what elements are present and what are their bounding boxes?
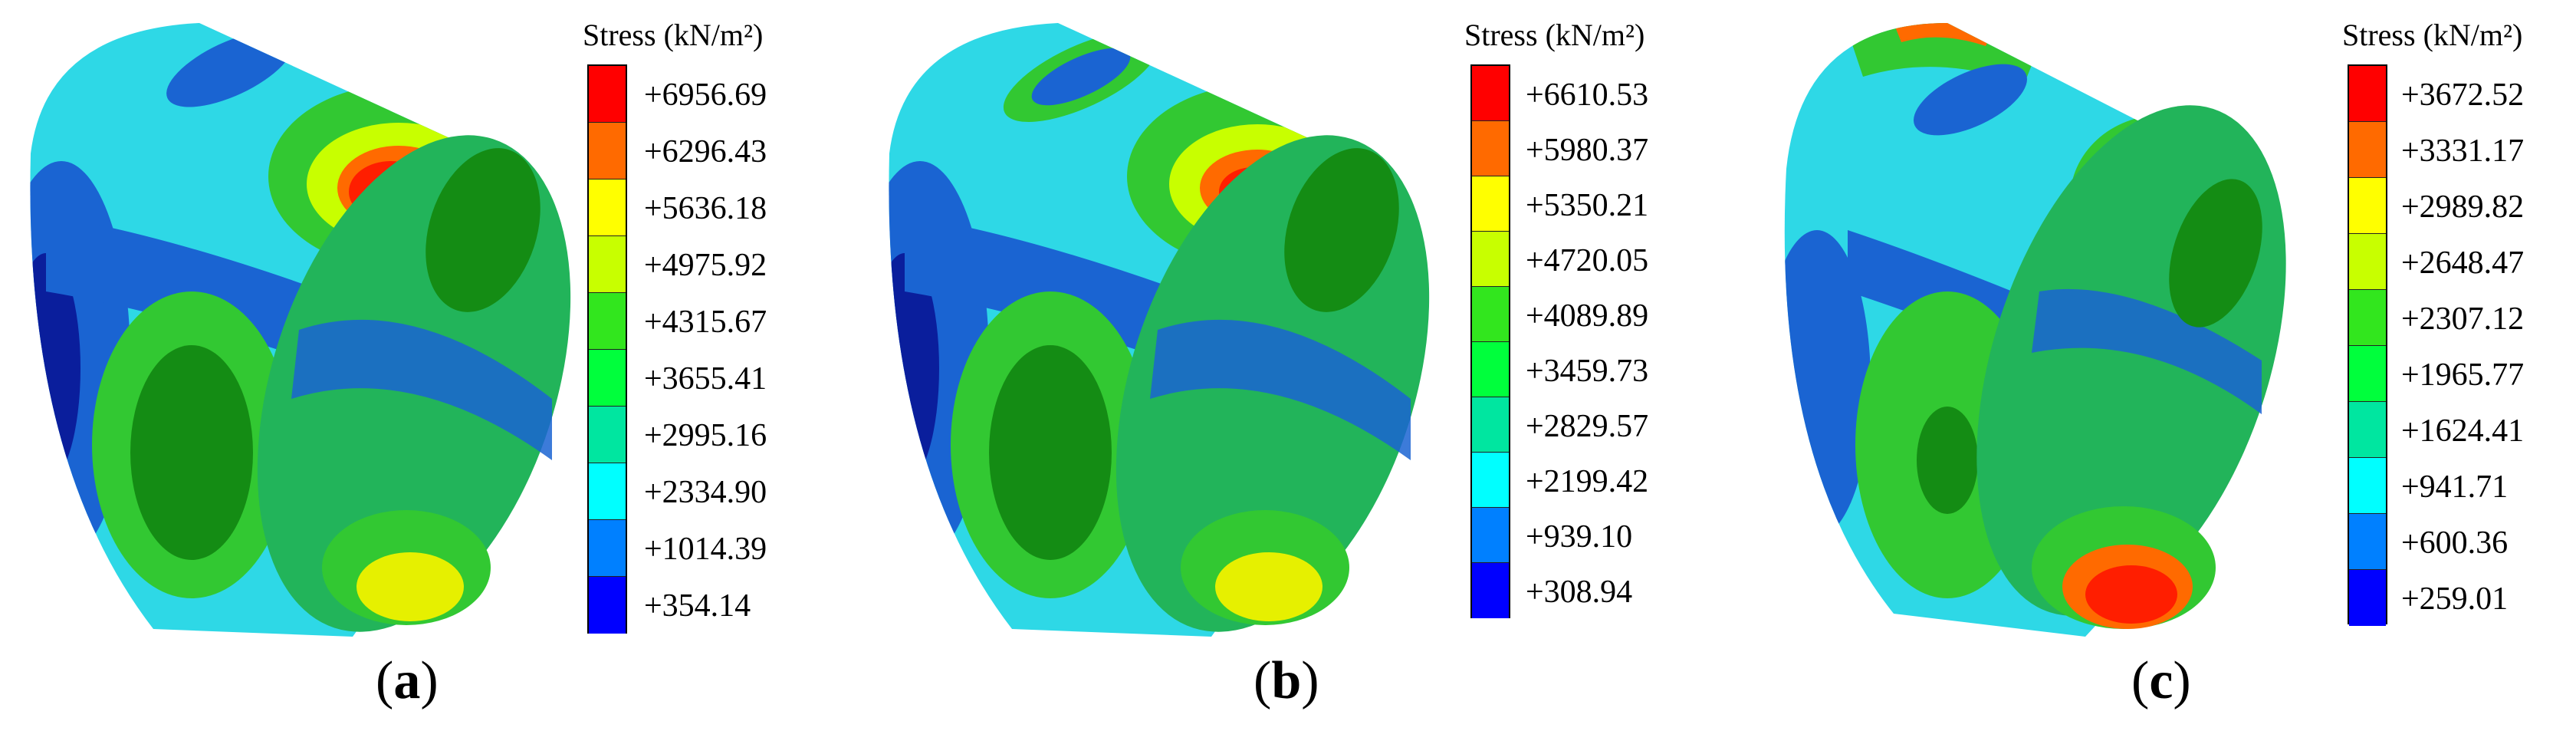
panel-a: Stress (kN/m²) +6956.69 +6296.43 +5636.1… [0, 0, 859, 731]
legend-swatch [1472, 563, 1509, 618]
caption-close: ) [420, 651, 439, 710]
caption-letter: c [2149, 651, 2174, 710]
legend-value: +354.14 [644, 588, 751, 624]
caption-letter: b [1271, 651, 1302, 710]
legend-title: Stress (kN/m²) [583, 18, 764, 52]
legend-swatch [1472, 287, 1509, 342]
legend-value: +4975.92 [644, 248, 767, 283]
panel-caption: (b) [1254, 650, 1319, 712]
legend-value: +941.71 [2401, 469, 2509, 505]
legend-value: +2989.82 [2401, 189, 2525, 225]
legend-value: +2334.90 [644, 475, 767, 510]
legend-value: +4089.89 [1526, 298, 1649, 334]
legend-swatch [589, 463, 626, 520]
legend-swatch [589, 350, 626, 407]
color-legend-bar [1470, 64, 1510, 618]
legend-swatch [589, 577, 626, 634]
legend-swatch [2349, 122, 2386, 178]
panel-c: Stress (kN/m²) +3672.52 +3331.17 +2989.8… [1717, 0, 2576, 731]
legend-value: +259.01 [2401, 581, 2509, 617]
legend-value: +1014.39 [644, 532, 767, 567]
cylinder-stress-plot [889, 23, 1430, 637]
legend-value: +5350.21 [1526, 188, 1649, 223]
legend-value: +600.36 [2401, 525, 2509, 561]
legend-value: +4315.67 [644, 305, 767, 340]
cylinder-stress-plot [1784, 23, 2286, 637]
legend-swatch [1472, 232, 1509, 287]
legend-value: +2307.12 [2401, 301, 2525, 337]
legend-value: +2995.16 [644, 418, 767, 453]
legend-swatch [589, 236, 626, 293]
legend-swatch [1472, 121, 1509, 176]
legend-value: +6296.43 [644, 134, 767, 170]
legend-value: +4720.05 [1526, 243, 1649, 278]
legend-swatch [589, 179, 626, 236]
legend-value: +3672.52 [2401, 77, 2525, 113]
legend-swatch [2349, 570, 2386, 626]
caption-close: ) [2173, 651, 2191, 710]
legend-swatch [589, 123, 626, 179]
legend-value: +2199.42 [1526, 464, 1649, 499]
legend-swatch [1472, 453, 1509, 508]
legend-value: +1965.77 [2401, 357, 2525, 393]
legend-swatch [2349, 178, 2386, 234]
legend-title: Stress (kN/m²) [2342, 18, 2523, 52]
color-legend-bar [2348, 64, 2387, 626]
panel-b: Stress (kN/m²) +6610.53 +5980.37 +5350.2… [859, 0, 1717, 731]
legend-swatch [1472, 508, 1509, 563]
color-legend-bar [587, 64, 627, 634]
legend-value: +2829.57 [1526, 409, 1649, 444]
legend-swatch [2349, 458, 2386, 514]
legend-value: +5980.37 [1526, 133, 1649, 168]
legend-value: +2648.47 [2401, 245, 2525, 281]
legend-swatch [2349, 66, 2386, 122]
legend-value: +3655.41 [644, 361, 767, 397]
legend-value: +6956.69 [644, 77, 767, 113]
legend-swatch [2349, 290, 2386, 346]
legend-swatch [589, 293, 626, 350]
legend-value: +3331.17 [2401, 133, 2525, 169]
caption-close: ) [1301, 651, 1319, 710]
legend-swatch [1472, 176, 1509, 232]
legend-swatch [589, 66, 626, 123]
legend-value: +6610.53 [1526, 77, 1649, 113]
caption-open: ( [2131, 651, 2150, 710]
caption-letter: a [393, 651, 421, 710]
caption-open: ( [376, 651, 394, 710]
legend-swatch [2349, 514, 2386, 570]
cylinder-stress-plot [30, 23, 571, 637]
legend-title: Stress (kN/m²) [1464, 18, 1645, 52]
legend-swatch [589, 407, 626, 463]
legend-swatch [1472, 397, 1509, 453]
legend-swatch [2349, 234, 2386, 290]
legend-swatch [589, 520, 626, 577]
legend-value: +3459.73 [1526, 354, 1649, 389]
panel-caption: (c) [2131, 650, 2191, 712]
panel-caption: (a) [376, 650, 439, 712]
legend-swatch [2349, 402, 2386, 458]
caption-open: ( [1254, 651, 1272, 710]
legend-value: +939.10 [1526, 519, 1633, 555]
legend-value: +5636.18 [644, 191, 767, 226]
legend-value: +1624.41 [2401, 413, 2525, 449]
legend-value: +308.94 [1526, 575, 1633, 610]
legend-swatch [1472, 342, 1509, 397]
legend-swatch [1472, 66, 1509, 121]
legend-swatch [2349, 346, 2386, 402]
